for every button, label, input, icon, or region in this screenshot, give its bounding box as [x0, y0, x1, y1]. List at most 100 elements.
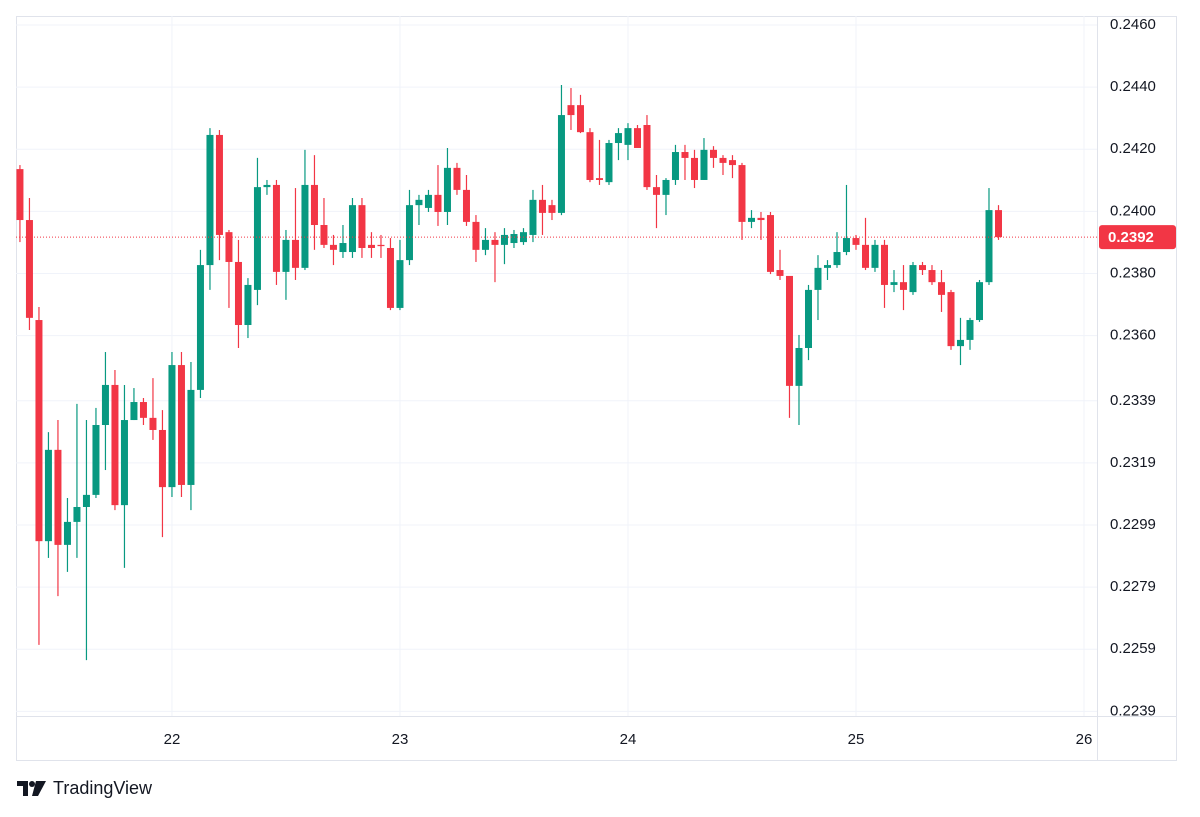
- y-tick-label: 0.2420: [1110, 140, 1156, 157]
- brand-logo: TradingView: [17, 778, 153, 798]
- candle-body: [215, 134, 223, 235]
- candle-body: [415, 199, 423, 206]
- candle-body: [871, 244, 879, 268]
- candle-body: [595, 178, 603, 180]
- candle-body: [719, 157, 727, 163]
- candle-body: [462, 189, 470, 222]
- y-tick-label: 0.2299: [1110, 516, 1156, 533]
- candle-body: [396, 260, 404, 308]
- candle-body: [766, 215, 774, 272]
- candle-body: [63, 521, 71, 545]
- candle-body: [329, 244, 337, 250]
- candle-body: [386, 247, 394, 308]
- candle-body: [320, 225, 328, 245]
- candle-body: [25, 220, 33, 318]
- y-tick-label: 0.2319: [1110, 454, 1156, 471]
- candle-body: [880, 244, 888, 285]
- candle-body: [804, 289, 812, 348]
- candle-body: [272, 184, 280, 272]
- candle-body: [510, 234, 518, 244]
- candle-body: [757, 217, 765, 221]
- candle-body: [548, 205, 556, 213]
- candle-body: [367, 244, 375, 248]
- candle-body: [690, 157, 698, 180]
- candle-body: [491, 239, 499, 245]
- candle-body: [681, 152, 689, 158]
- candle-body: [111, 384, 119, 506]
- logo-mark: [17, 781, 28, 796]
- candle-body: [785, 275, 793, 386]
- candle-body: [158, 429, 166, 488]
- candle-body: [966, 320, 974, 340]
- candle-body: [937, 282, 945, 295]
- candle-body: [852, 238, 860, 245]
- x-tick-label: 25: [848, 731, 865, 748]
- candle-body: [842, 238, 850, 253]
- candle-body: [73, 506, 81, 522]
- labels: 0.2460 0.2440 0.2420 0.2400 0.2380 0.2360 0.23…: [164, 16, 1176, 748]
- y-tick-label: 0.2360: [1110, 327, 1156, 344]
- candle-body: [538, 199, 546, 213]
- candle-body: [263, 184, 271, 188]
- candle-body: [833, 252, 841, 266]
- candle-body: [101, 384, 109, 426]
- candle-body: [82, 494, 90, 507]
- candle-body: [899, 282, 907, 290]
- candle-body: [614, 133, 622, 144]
- candle-body: [728, 160, 736, 166]
- candle-body: [244, 284, 252, 326]
- candle-body: [253, 187, 261, 290]
- candle-body: [985, 210, 993, 283]
- x-tick-label: 23: [392, 731, 409, 748]
- candle-body: [814, 267, 822, 290]
- candle-body: [301, 184, 309, 268]
- candle-body: [738, 165, 746, 222]
- y-tick-label: 0.2339: [1110, 392, 1156, 409]
- candle-body: [529, 199, 537, 235]
- candle-body: [576, 105, 584, 133]
- candle-body: [35, 320, 43, 542]
- candle-body: [92, 425, 100, 495]
- candle-body: [139, 402, 147, 418]
- y-tick-label: 0.2279: [1110, 578, 1156, 595]
- candle-body: [234, 261, 242, 326]
- candle-body: [700, 149, 708, 180]
- candle-body: [890, 282, 898, 285]
- candle-body: [339, 243, 347, 253]
- logo-dot: [29, 781, 35, 787]
- candle-body: [671, 152, 679, 180]
- x-tick-label: 22: [164, 731, 181, 748]
- candle-body: [434, 194, 442, 212]
- candle-body: [567, 105, 575, 116]
- candle-body: [348, 205, 356, 253]
- candle-body: [662, 179, 670, 195]
- candle-body: [120, 420, 128, 506]
- candle-body: [424, 194, 432, 208]
- last-price-label: 0.2392: [1108, 229, 1154, 246]
- candle-body: [443, 167, 451, 212]
- candle-body: [709, 149, 717, 158]
- candle-body: [776, 270, 784, 276]
- y-tick-label: 0.2400: [1110, 202, 1156, 219]
- y-tick-label: 0.2440: [1110, 78, 1156, 95]
- candle-body: [747, 217, 755, 222]
- candle-body: [652, 187, 660, 195]
- candle-body: [472, 221, 480, 250]
- candle-body: [481, 239, 489, 250]
- candle-body: [168, 365, 176, 488]
- candle-body: [358, 205, 366, 248]
- candle-body: [177, 365, 185, 485]
- candle-body: [586, 132, 594, 180]
- candle-body: [947, 292, 955, 347]
- candle-body: [130, 402, 138, 421]
- logo-slash: [32, 781, 46, 796]
- candle-body: [795, 347, 803, 386]
- x-tick-label: 26: [1076, 731, 1093, 748]
- candle-body: [605, 143, 613, 183]
- candle-body: [823, 265, 831, 268]
- x-tick-label: 24: [620, 731, 637, 748]
- candle-body: [643, 125, 651, 188]
- candle-body: [206, 134, 214, 266]
